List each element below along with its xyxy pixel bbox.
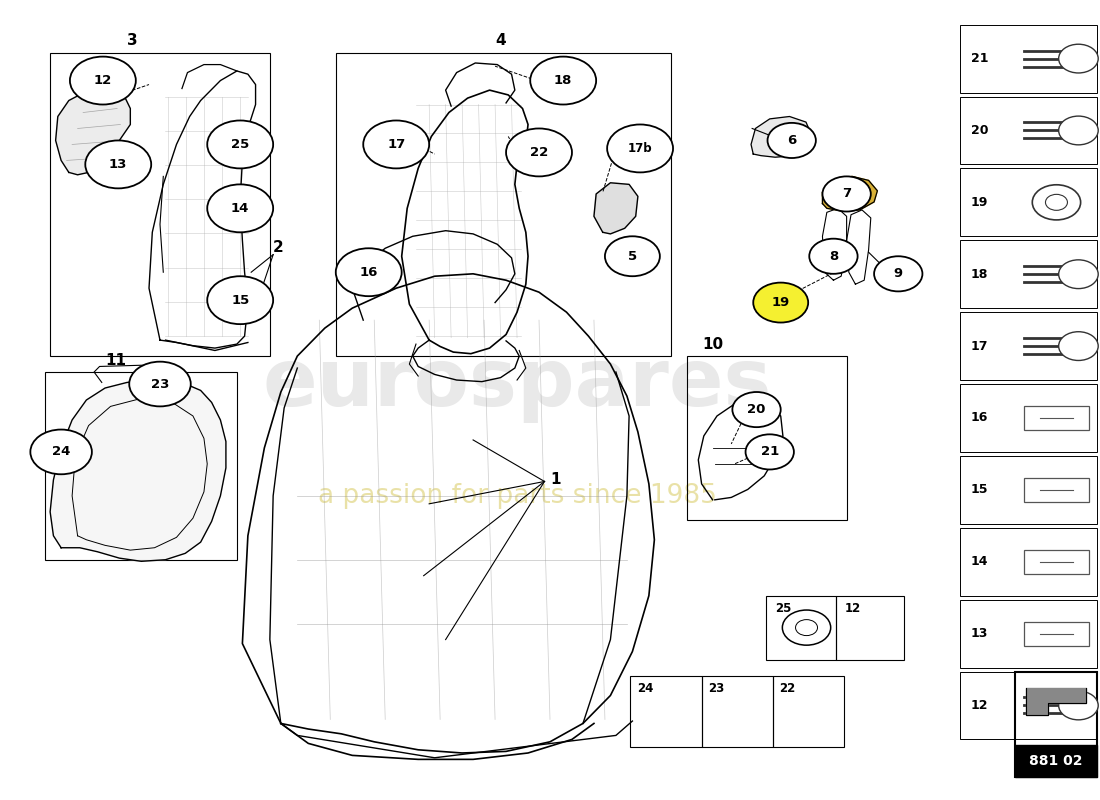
Circle shape — [733, 392, 781, 427]
Text: 14: 14 — [231, 202, 250, 215]
Text: 14: 14 — [971, 555, 988, 568]
Text: 1: 1 — [550, 472, 561, 487]
Text: 4: 4 — [495, 33, 506, 48]
Circle shape — [86, 141, 151, 188]
Text: 22: 22 — [530, 146, 548, 159]
Text: 24: 24 — [52, 446, 70, 458]
Circle shape — [207, 121, 273, 169]
Text: 21: 21 — [760, 446, 779, 458]
Text: 18: 18 — [554, 74, 572, 87]
Text: 24: 24 — [637, 682, 653, 695]
Text: 7: 7 — [843, 187, 851, 201]
Circle shape — [530, 57, 596, 105]
Circle shape — [782, 610, 830, 645]
Circle shape — [795, 620, 817, 635]
Text: 20: 20 — [747, 403, 766, 416]
Text: 10: 10 — [703, 337, 724, 352]
Polygon shape — [56, 89, 130, 174]
Text: a passion for parts since 1985: a passion for parts since 1985 — [318, 483, 716, 509]
Circle shape — [1032, 185, 1080, 220]
Text: 13: 13 — [109, 158, 128, 171]
Text: 19: 19 — [971, 196, 988, 209]
Text: 23: 23 — [708, 682, 725, 695]
Text: 20: 20 — [971, 124, 988, 137]
Text: 16: 16 — [971, 411, 988, 425]
Text: 2: 2 — [273, 240, 284, 255]
Text: 12: 12 — [845, 602, 860, 615]
Text: 25: 25 — [776, 602, 792, 615]
Circle shape — [810, 238, 858, 274]
Text: eurospares: eurospares — [262, 345, 772, 423]
Circle shape — [506, 129, 572, 176]
Text: 19: 19 — [771, 296, 790, 309]
Circle shape — [31, 430, 92, 474]
Text: 881 02: 881 02 — [1030, 754, 1082, 768]
Text: 17: 17 — [971, 339, 988, 353]
Polygon shape — [51, 380, 225, 562]
Circle shape — [207, 276, 273, 324]
Circle shape — [129, 362, 190, 406]
Text: 15: 15 — [231, 294, 250, 306]
Circle shape — [1058, 116, 1098, 145]
Polygon shape — [1025, 687, 1086, 715]
Text: 3: 3 — [128, 33, 138, 48]
Polygon shape — [823, 176, 878, 210]
Circle shape — [746, 434, 794, 470]
Text: 12: 12 — [971, 699, 988, 712]
Circle shape — [768, 123, 816, 158]
Circle shape — [754, 282, 808, 322]
Circle shape — [823, 176, 871, 211]
Circle shape — [874, 256, 923, 291]
Circle shape — [1058, 691, 1098, 720]
Text: 25: 25 — [231, 138, 250, 151]
Circle shape — [1058, 332, 1098, 361]
Circle shape — [363, 121, 429, 169]
Text: 13: 13 — [971, 627, 988, 640]
Circle shape — [607, 125, 673, 172]
Circle shape — [1045, 194, 1067, 210]
Text: 21: 21 — [971, 52, 988, 65]
Text: 9: 9 — [893, 267, 903, 280]
Polygon shape — [1014, 745, 1097, 777]
Text: 18: 18 — [971, 268, 988, 281]
Text: 15: 15 — [971, 483, 988, 496]
Text: 6: 6 — [788, 134, 796, 147]
Text: 11: 11 — [106, 353, 127, 368]
Circle shape — [1058, 260, 1098, 289]
Text: 8: 8 — [828, 250, 838, 262]
Text: 22: 22 — [780, 682, 796, 695]
Circle shape — [1058, 44, 1098, 73]
Text: 16: 16 — [360, 266, 378, 278]
Circle shape — [207, 184, 273, 232]
Text: 17: 17 — [387, 138, 405, 151]
Text: 17b: 17b — [628, 142, 652, 155]
Text: 23: 23 — [151, 378, 169, 390]
Text: 5: 5 — [628, 250, 637, 262]
Circle shape — [336, 248, 402, 296]
Circle shape — [605, 236, 660, 276]
Text: 12: 12 — [94, 74, 112, 87]
Polygon shape — [751, 117, 812, 158]
Circle shape — [70, 57, 135, 105]
Polygon shape — [594, 182, 638, 234]
